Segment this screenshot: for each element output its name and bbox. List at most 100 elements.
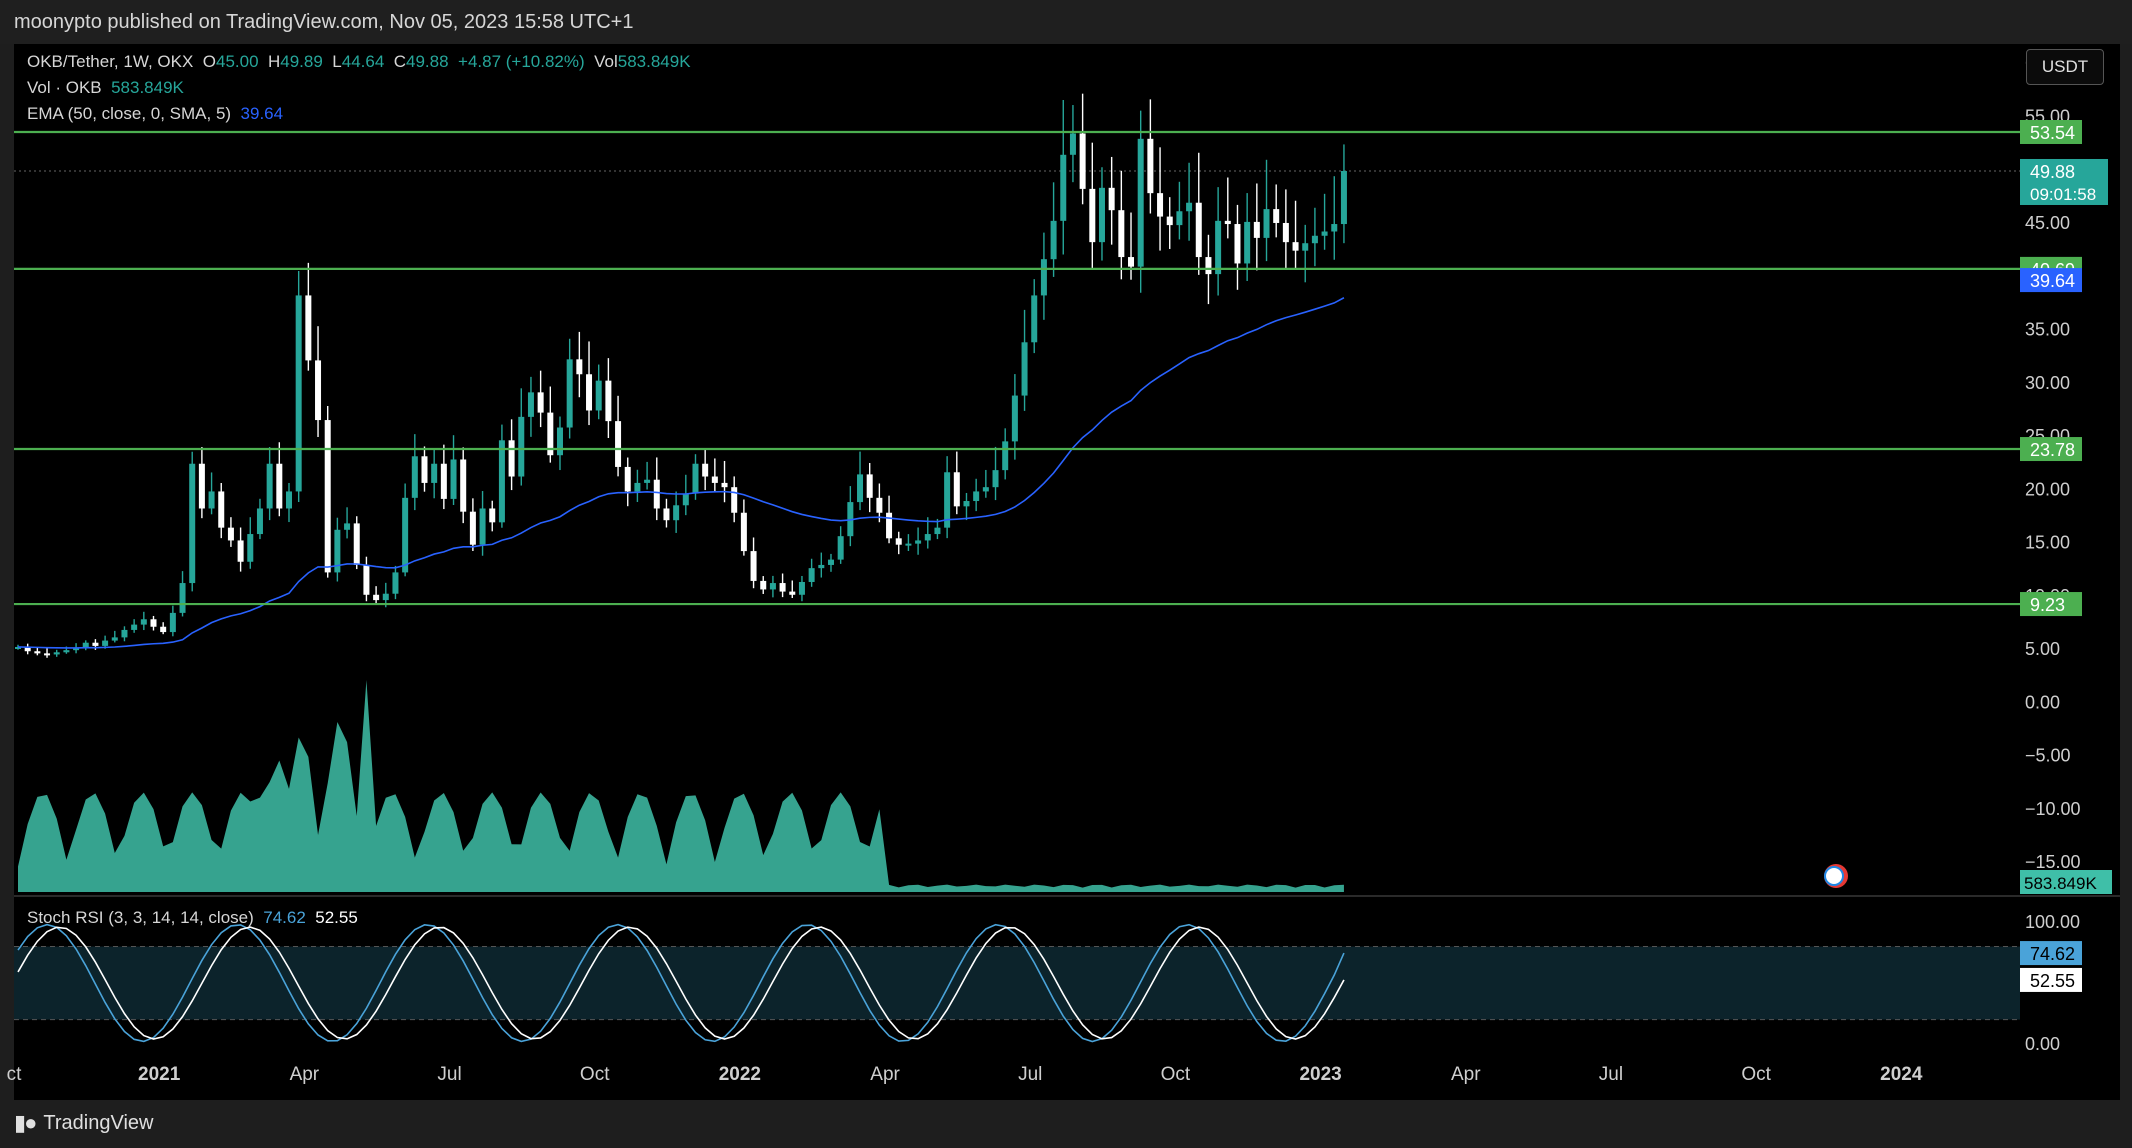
us-flag-icon (1824, 866, 1844, 886)
candle-body (682, 493, 689, 506)
candle-body (1157, 193, 1164, 217)
candle-body (556, 427, 563, 456)
price-tick-label: 35.00 (2025, 320, 2070, 340)
candle-body (1321, 231, 1328, 236)
publisher-bar: moonypto published on TradingView.com, N… (0, 0, 2132, 44)
ema-legend[interactable]: EMA (50, close, 0, SMA, 5) 39.64 (27, 104, 283, 124)
price-tick-label: 5.00 (2025, 639, 2060, 659)
candle-body (1195, 202, 1202, 258)
candle-body (1147, 138, 1154, 194)
candle-body (973, 491, 980, 502)
price-tick-label: 30.00 (2025, 373, 2070, 393)
candle-body (537, 392, 544, 413)
candle-body (431, 463, 438, 483)
level-label: 9.23 (2030, 595, 2065, 615)
stoch-d-line (17, 926, 1345, 1040)
candle-body (1079, 133, 1086, 189)
time-axis-label: Oct (1161, 1064, 1191, 1085)
candle-body (1311, 235, 1318, 244)
ema-legend-label: EMA (50, close, 0, SMA, 5) (27, 104, 232, 123)
candle-body (324, 420, 331, 573)
stoch-legend[interactable]: Stoch RSI (3, 3, 14, 14, close) 74.62 52… (27, 908, 358, 928)
time-axis-label: Apr (870, 1064, 900, 1085)
countdown-label: 09:01:58 (2030, 185, 2096, 204)
price-tick-label: 15.00 (2025, 533, 2070, 553)
currency-button[interactable]: USDT (2026, 49, 2104, 85)
candle-body (1118, 210, 1125, 258)
candle-body (82, 642, 89, 649)
time-axis-label: ct (7, 1064, 23, 1085)
candle-body (624, 466, 631, 492)
candle-body (392, 572, 399, 594)
price-tick-label: 20.00 (2025, 479, 2070, 499)
candle-body (34, 651, 41, 654)
candle-body (140, 619, 147, 625)
footer (0, 1100, 2132, 1148)
time-axis-label: Oct (1741, 1064, 1771, 1085)
candle-body (576, 359, 583, 375)
volume-legend-label: Vol · OKB (27, 78, 102, 97)
tradingview-brand[interactable]: ▮● TradingView (14, 1110, 153, 1136)
candle-body (1224, 220, 1231, 225)
candle-body (1002, 441, 1009, 471)
time-axis-label: Apr (290, 1064, 320, 1085)
volume-legend-value: 583.849K (111, 78, 184, 97)
candle-body (1089, 188, 1096, 243)
candle-body (692, 463, 699, 494)
candle-body (469, 511, 476, 545)
vol-value: 583.849K (617, 52, 691, 71)
candle-body (344, 523, 351, 530)
stoch-d-label: 52.55 (2030, 971, 2075, 991)
candle-body (566, 359, 573, 428)
candle-body (508, 440, 515, 477)
ema-legend-value: 39.64 (240, 104, 284, 123)
tradingview-logo-icon: ▮● (14, 1110, 37, 1135)
ema-line (17, 297, 1345, 649)
change-value: +4.87 (+10.82%) (458, 52, 585, 71)
price-tick-label: 45.00 (2025, 213, 2070, 233)
candle-body (586, 374, 593, 411)
candle-body (440, 463, 447, 499)
candle-body (992, 470, 999, 488)
close-label: C (393, 52, 407, 71)
price-tick-label: −15.00 (2025, 852, 2081, 872)
candle-body (847, 502, 854, 537)
candle-body (731, 487, 738, 513)
candle-body (208, 491, 215, 509)
candle-body (237, 540, 244, 562)
candle-body (769, 583, 776, 590)
candle-body (518, 416, 525, 477)
candle-body (1282, 222, 1289, 243)
candle-body (857, 474, 864, 503)
candle-body (1340, 170, 1347, 225)
open-value: 45.00 (215, 52, 259, 71)
candle-body (256, 508, 263, 535)
volume-legend[interactable]: Vol · OKB 583.849K (27, 78, 184, 98)
candle-body (663, 508, 670, 521)
candle-body (1050, 220, 1057, 260)
stoch-d-legend: 52.55 (315, 908, 358, 927)
candle-body (479, 508, 486, 545)
candle-body (334, 529, 341, 573)
candle-body (1253, 221, 1260, 238)
time-axis-label: 2021 (138, 1064, 181, 1085)
candle-body (179, 583, 186, 613)
time-axis-label: Jul (1599, 1064, 1623, 1085)
brand-text: TradingView (43, 1111, 154, 1134)
candle-body (73, 648, 80, 651)
candle-body (382, 593, 389, 601)
candle-body (1011, 395, 1018, 442)
candle-body (150, 619, 157, 627)
candle-body (421, 456, 428, 483)
symbol-name[interactable]: OKB/Tether, 1W, OKX (27, 52, 194, 71)
time-axis-label: 2023 (1299, 1064, 1341, 1085)
candle-body (653, 479, 660, 509)
time-axis-label: Jul (437, 1064, 461, 1085)
candle-body (14, 646, 22, 649)
candle-body (779, 583, 786, 592)
last-price-label: 49.88 (2030, 162, 2075, 182)
price-tick-label: −5.00 (2025, 746, 2071, 766)
candle-body (218, 491, 225, 528)
level-label-box (2020, 437, 2082, 462)
